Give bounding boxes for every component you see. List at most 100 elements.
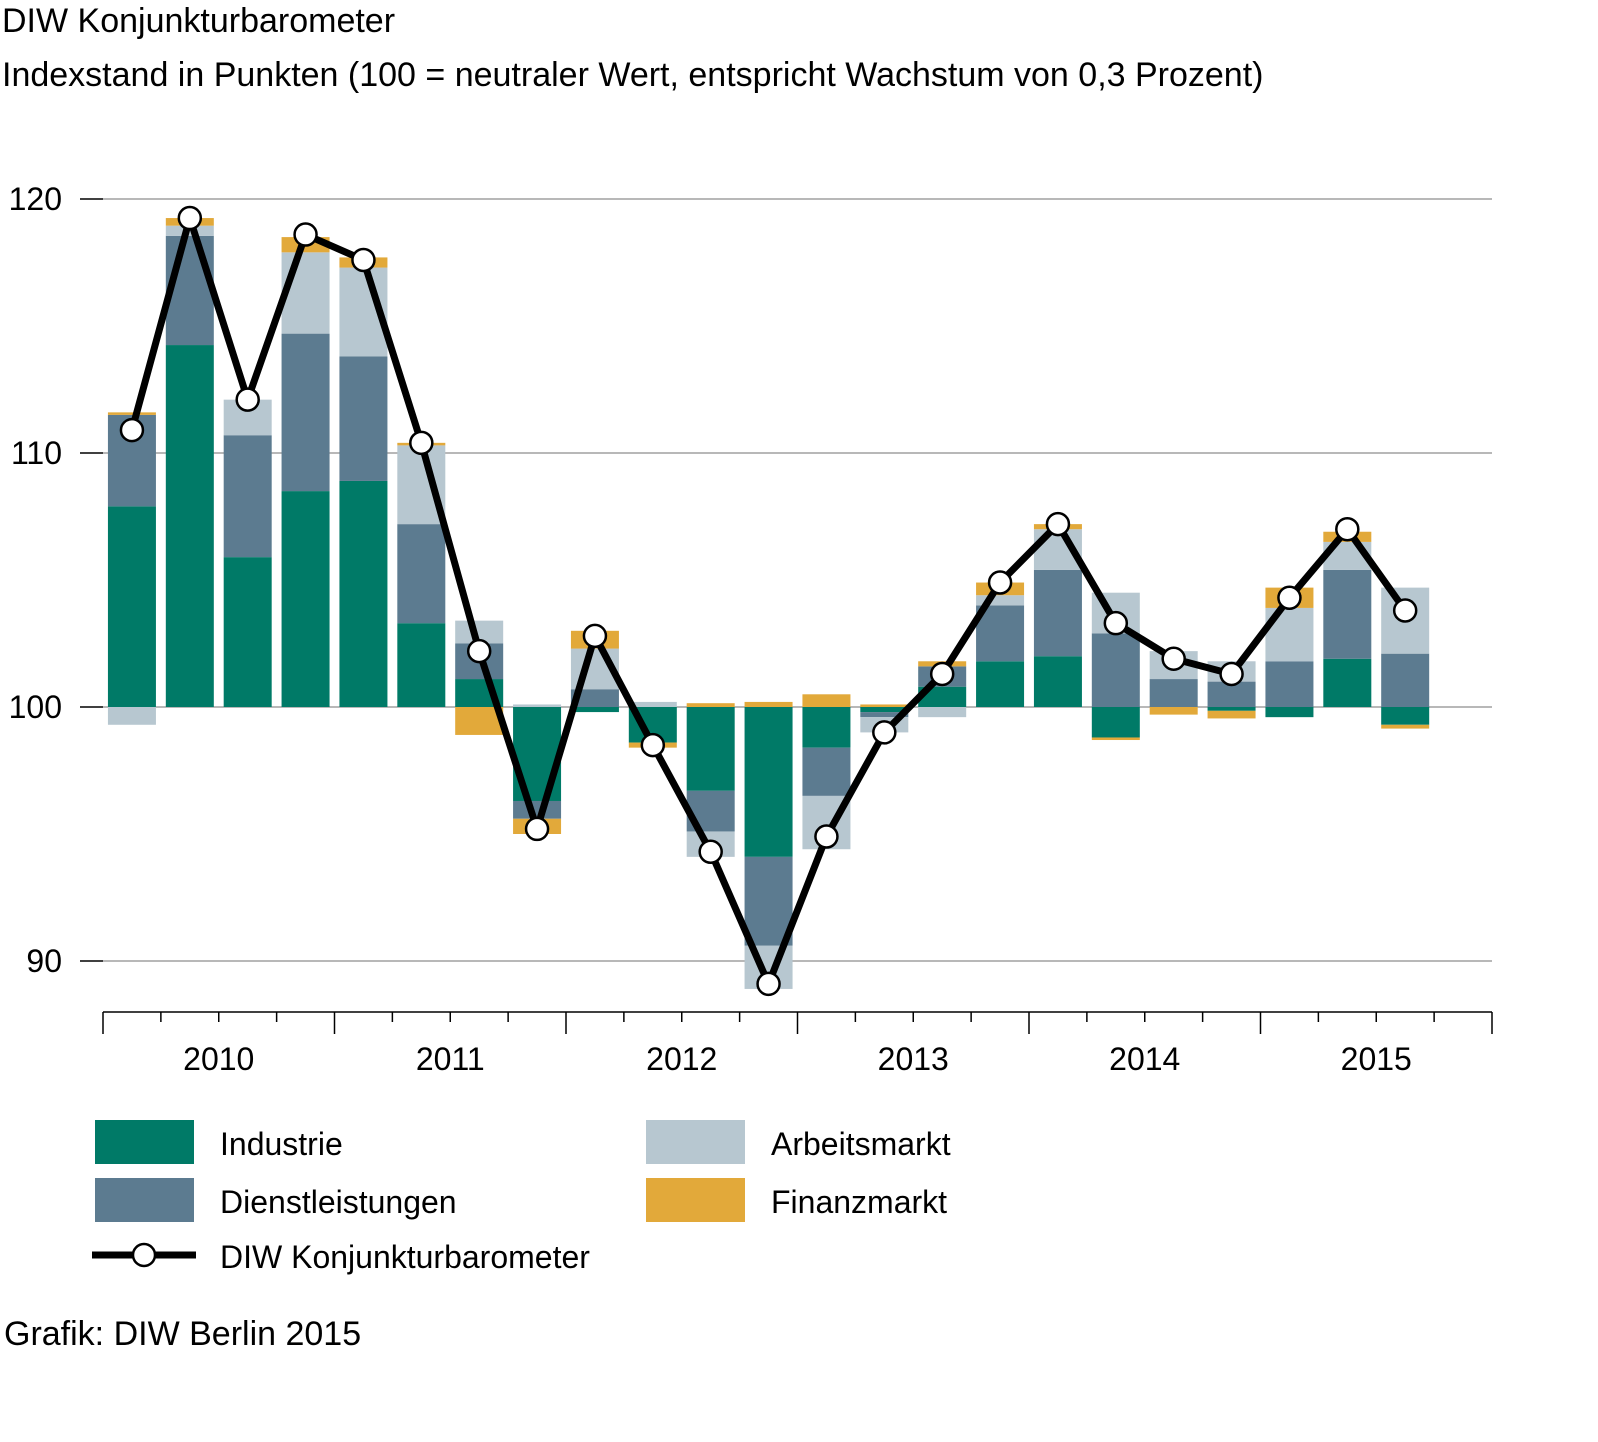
bar-finanzmarkt-2011Q3 [455,707,504,735]
legend-line-marker [131,1242,157,1268]
bar-arbeitsmarkt-2011Q3 [455,620,504,644]
legend-swatch-dienstleistungen [95,1178,194,1222]
bar-dienstleistungen-2011Q2 [397,524,446,624]
bar-dienstleistungen-2011Q1 [339,356,388,481]
barometer-point-2012Q3 [698,839,723,865]
barometer-point-2013Q2 [872,720,897,745]
bar-dienstleistungen-2011Q4 [513,800,562,819]
bar-finanzmarkt-2012Q3 [686,703,735,707]
bar-industrie-2011Q1 [339,480,388,707]
x-tick-label: 2014 [1109,1041,1180,1077]
legend-label-finanzmarkt: Finanzmarkt [771,1184,947,1220]
bar-dienstleistungen-2012Q1 [570,689,619,707]
bar-dienstleistungen-2013Q1 [802,747,851,796]
barometer-point-2011Q3 [466,638,492,664]
bar-industrie-2014Q2 [1091,707,1140,738]
barometer-point-2010Q1 [119,417,145,443]
bar-industrie-2015Q2 [1323,658,1372,707]
barometer-point-2012Q4 [756,971,781,997]
bar-arbeitsmarkt-2012Q2 [628,701,677,707]
bar-dienstleistungen-2012Q4 [744,856,793,946]
bar-industrie-2010Q1 [107,506,156,707]
bar-dienstleistungen-2010Q3 [223,435,272,558]
barometer-point-2015Q1 [1277,585,1302,611]
bar-industrie-2012Q3 [686,707,735,791]
bar-industrie-2010Q4 [281,491,330,707]
bar-arbeitsmarkt-2013Q3 [918,707,967,718]
y-tick-label: 110 [11,435,62,471]
bar-industrie-2015Q1 [1265,707,1314,718]
barometer-point-2015Q2 [1335,516,1360,542]
y-tick-label: 120 [9,181,62,217]
bar-dienstleistungen-2010Q2 [165,235,214,346]
bar-industrie-2013Q1 [802,707,851,748]
barometer-point-2014Q1 [1045,511,1071,537]
barometer-point-2013Q3 [929,661,955,687]
barometer-point-2014Q3 [1161,646,1186,671]
bar-dienstleistungen-2015Q3 [1381,653,1430,707]
x-tick-label: 2010 [183,1041,254,1077]
barometer-point-2011Q4 [524,816,550,842]
legend-label-dienstleistungen: Dienstleistungen [220,1184,457,1220]
barometer-point-2010Q3 [235,387,260,412]
bar-dienstleistungen-2010Q4 [281,333,330,492]
bar-dienstleistungen-2013Q2 [860,712,909,718]
bar-arbeitsmarkt-2013Q4 [976,595,1025,606]
bar-dienstleistungen-2014Q3 [1149,679,1198,707]
bar-arbeitsmarkt-2010Q4 [281,252,330,334]
bar-finanzmarkt-2015Q3 [1381,724,1430,729]
barometer-point-2014Q4 [1219,661,1244,687]
barometer-point-2013Q1 [814,824,839,849]
x-tick-label: 2015 [1341,1041,1412,1077]
bar-industrie-2012Q1 [570,707,619,713]
bar-finanzmarkt-2014Q3 [1149,707,1198,715]
barometer-point-2010Q4 [293,222,318,247]
legend-label-arbeitsmarkt: Arbeitsmarkt [771,1126,951,1162]
legend-swatch-finanzmarkt [646,1178,745,1222]
bar-finanzmarkt-2013Q2 [860,704,909,707]
bar-industrie-2014Q4 [1207,707,1256,711]
bar-industrie-2013Q3 [918,686,967,707]
bar-industrie-2013Q4 [976,661,1025,707]
bar-industrie-2010Q2 [165,345,214,707]
bar-finanzmarkt-2014Q2 [1091,737,1140,741]
bar-dienstleistungen-2014Q2 [1091,633,1140,707]
barometer-point-2012Q1 [582,623,608,649]
bar-arbeitsmarkt-2010Q1 [107,707,156,725]
barometer-point-2010Q2 [177,205,203,231]
bar-industrie-2011Q2 [397,623,446,707]
legend-label-industrie: Industrie [220,1126,343,1162]
barometer-point-2015Q3 [1392,598,1418,623]
x-tick-label: 2011 [416,1041,485,1077]
barometer-point-2014Q2 [1103,610,1129,636]
bar-finanzmarkt-2013Q1 [802,694,851,707]
legend-swatch-arbeitsmarkt [646,1120,745,1164]
y-tick-label: 100 [9,689,62,725]
bar-industrie-2015Q3 [1381,707,1430,725]
bar-dienstleistungen-2015Q1 [1265,661,1314,707]
x-tick-label: 2013 [878,1041,949,1077]
chart-subtitle: Indexstand in Punkten (100 = neutraler W… [2,56,1264,94]
legend-swatch-industrie [95,1120,194,1164]
barometer-point-2012Q2 [640,732,666,758]
bar-industrie-2013Q2 [860,707,909,713]
y-tick-label: 90 [26,943,62,979]
bar-finanzmarkt-2012Q4 [744,701,793,707]
bar-industrie-2010Q3 [223,557,272,707]
barometer-point-2011Q2 [409,430,434,456]
bar-industrie-2014Q1 [1033,656,1082,707]
source-note: Grafik: DIW Berlin 2015 [4,1315,362,1353]
barometer-point-2011Q1 [351,247,376,273]
chart-title: DIW Konjunkturbarometer [2,2,396,40]
legend-label-barometer: DIW Konjunkturbarometer [220,1239,590,1275]
bar-dienstleistungen-2013Q4 [976,605,1025,662]
barometer-point-2013Q4 [987,570,1013,595]
bar-arbeitsmarkt-2011Q4 [513,704,562,707]
bar-finanzmarkt-2010Q1 [107,412,156,415]
bar-dienstleistungen-2014Q1 [1033,569,1082,657]
bar-finanzmarkt-2014Q4 [1207,710,1256,719]
bar-dienstleistungen-2015Q2 [1323,569,1372,659]
bar-industrie-2012Q4 [744,707,793,857]
x-tick-label: 2012 [646,1041,717,1077]
